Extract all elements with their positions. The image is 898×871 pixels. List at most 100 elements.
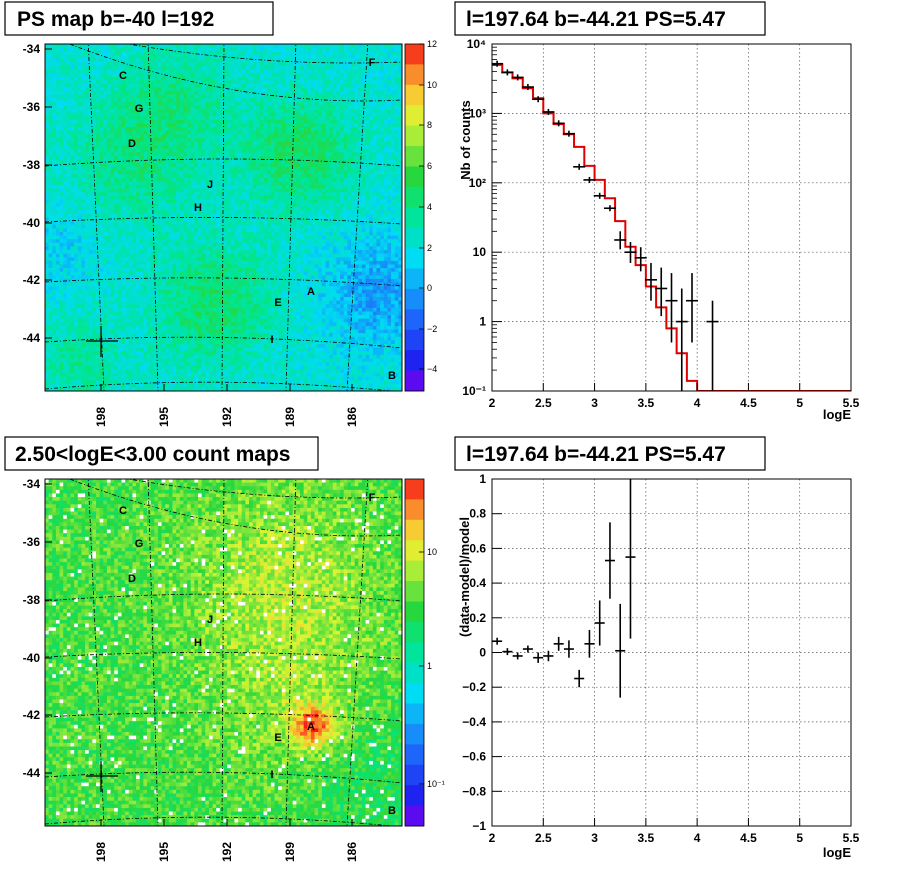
residual-point	[492, 637, 503, 645]
x-tick-label: 3.5	[638, 831, 655, 845]
y-tick-label: -40	[23, 216, 41, 230]
residual-ylabel: (data-model)/model	[457, 517, 472, 637]
data-point	[573, 163, 586, 170]
residual-title: l=197.64 b=-44.21 PS=5.47	[466, 443, 726, 466]
residual-point	[604, 522, 615, 599]
data-point	[511, 74, 524, 81]
x-tick-label: 4.5	[740, 831, 757, 845]
spectrum-frame	[491, 43, 852, 392]
y-tick-label: -44	[23, 331, 41, 345]
x-tick-label: 192	[220, 407, 234, 427]
y-tick-label: 0.2	[469, 611, 486, 625]
colorbar-tick-label: 10⁻¹	[427, 779, 445, 789]
data-point	[706, 300, 719, 391]
y-tick-label: -34	[23, 42, 41, 56]
count-map-panel: 10 1 10⁻¹ C G D JH E A I F B -34 -36 -38 -40 -42 -44 198…	[4, 436, 445, 862]
residual-point	[543, 650, 554, 662]
y-tick-label: -38	[23, 593, 41, 607]
y-tick-label: 10³	[469, 106, 486, 120]
residual-xlabel: logE	[823, 845, 851, 860]
model-step-line	[492, 63, 851, 391]
residual-point	[512, 652, 523, 660]
x-tick-label: 195	[157, 842, 171, 862]
data-point	[552, 120, 565, 127]
x-tick-label: 3.5	[638, 396, 655, 410]
residual-point	[522, 645, 533, 653]
residual-point	[533, 652, 544, 663]
ps-map-source-labels: C G D JH E A I F B	[119, 57, 396, 382]
spectrum-panel: 2 2.5 3 3.5 4 4.5 5 5.5 10⁻¹ 1 10 10² 10³ 10⁴ Nb of c…	[454, 1, 860, 422]
residual-point	[574, 669, 585, 688]
ps-map-panel: 12 10 8 6 4 2 0 −2 −4 C G D JH E A I F B -34 -36 -38 -40 -42…	[4, 1, 437, 427]
residual-point	[584, 629, 595, 658]
x-tick-label: 4	[694, 396, 701, 410]
ps-map-frame	[44, 43, 403, 392]
y-tick-label: −1	[472, 819, 486, 833]
ps-map-title-box	[4, 1, 274, 36]
data-point	[593, 192, 606, 199]
spectrum-xlabel: logE	[823, 407, 851, 422]
residual-point	[563, 640, 574, 658]
x-tick-label: 4	[694, 831, 701, 845]
colorbar-tick-label: −2	[427, 324, 437, 334]
x-tick-label: 2	[489, 396, 496, 410]
spectrum-title-box	[454, 1, 766, 36]
source-label-a: A	[307, 286, 315, 298]
residual-point	[594, 600, 605, 646]
source-label-d: D	[128, 138, 136, 150]
x-tick-label: 3	[591, 396, 598, 410]
colorbar-tick-label: 6	[427, 161, 432, 171]
y-tick-label: 0.6	[469, 541, 486, 555]
y-tick-label: −0.6	[462, 750, 486, 764]
y-tick-label: -40	[23, 651, 41, 665]
residual-panel: 2 2.5 3 3.5 4 4.5 5 5.5 1 0.8 0.6 0.4 0.2 0 −0.2 −0.4 −0…	[454, 436, 860, 860]
source-label-g: G	[135, 538, 144, 550]
count-map-coordinate-grid	[45, 479, 402, 826]
count-map-heatmap	[45, 479, 402, 826]
x-tick-label: 2	[489, 831, 496, 845]
x-tick-label: 186	[345, 842, 359, 862]
x-tick-label: 198	[94, 407, 108, 427]
spectrum-ticks: 2 2.5 3 3.5 4 4.5 5 5.5 10⁻¹ 1 10 10² 10³ 10⁴	[462, 37, 859, 410]
y-tick-label: 10²	[469, 176, 486, 190]
y-tick-label: -44	[23, 766, 41, 780]
data-point	[624, 242, 637, 263]
x-tick-label: 5	[796, 831, 803, 845]
x-tick-label: 198	[94, 842, 108, 862]
y-tick-label: -36	[23, 535, 41, 549]
spectrum-title: l=197.64 b=-44.21 PS=5.47	[466, 8, 726, 31]
colorbar-tick-label: 10	[427, 547, 437, 557]
x-tick-label: 2.5	[535, 396, 552, 410]
residual-series	[492, 479, 636, 698]
residual-point	[553, 636, 564, 651]
y-tick-label: 0.8	[469, 507, 486, 521]
x-tick-label: 2.5	[535, 831, 552, 845]
data-point	[501, 69, 514, 76]
x-tick-label: 189	[283, 842, 297, 862]
y-tick-label: 10⁴	[467, 37, 486, 51]
source-label-f: F	[369, 57, 376, 69]
colorbar-tick-label: 10	[427, 80, 437, 90]
residual-grid	[492, 479, 851, 826]
data-point	[644, 262, 657, 301]
residual-point	[615, 603, 626, 698]
data-point	[634, 247, 647, 272]
count-map-title-box	[4, 436, 319, 471]
source-label-b: B	[388, 805, 396, 817]
spectrum-ylabel: Nb of counts	[458, 100, 473, 179]
data-point	[603, 205, 616, 212]
data-point	[614, 231, 627, 250]
source-label-b: B	[388, 370, 396, 382]
source-label-a: A	[307, 721, 315, 733]
y-tick-label: −0.2	[462, 680, 486, 694]
x-tick-label: 3	[591, 831, 598, 845]
y-tick-label: 0	[479, 646, 486, 660]
count-map-title: 2.50<logE<3.00 count maps	[15, 443, 290, 466]
data-point	[583, 176, 596, 183]
source-label-i: I	[270, 334, 273, 346]
ps-map-coordinate-grid	[45, 44, 402, 391]
residual-ticks: 2 2.5 3 3.5 4 4.5 5 5.5 1 0.8 0.6 0.4 0.2 0 −0.2 −0.4 −0…	[462, 472, 859, 845]
source-label-c: C	[119, 505, 127, 517]
source-label-e: E	[274, 297, 281, 309]
count-map-colorbar: 10 1 10⁻¹	[404, 478, 445, 827]
